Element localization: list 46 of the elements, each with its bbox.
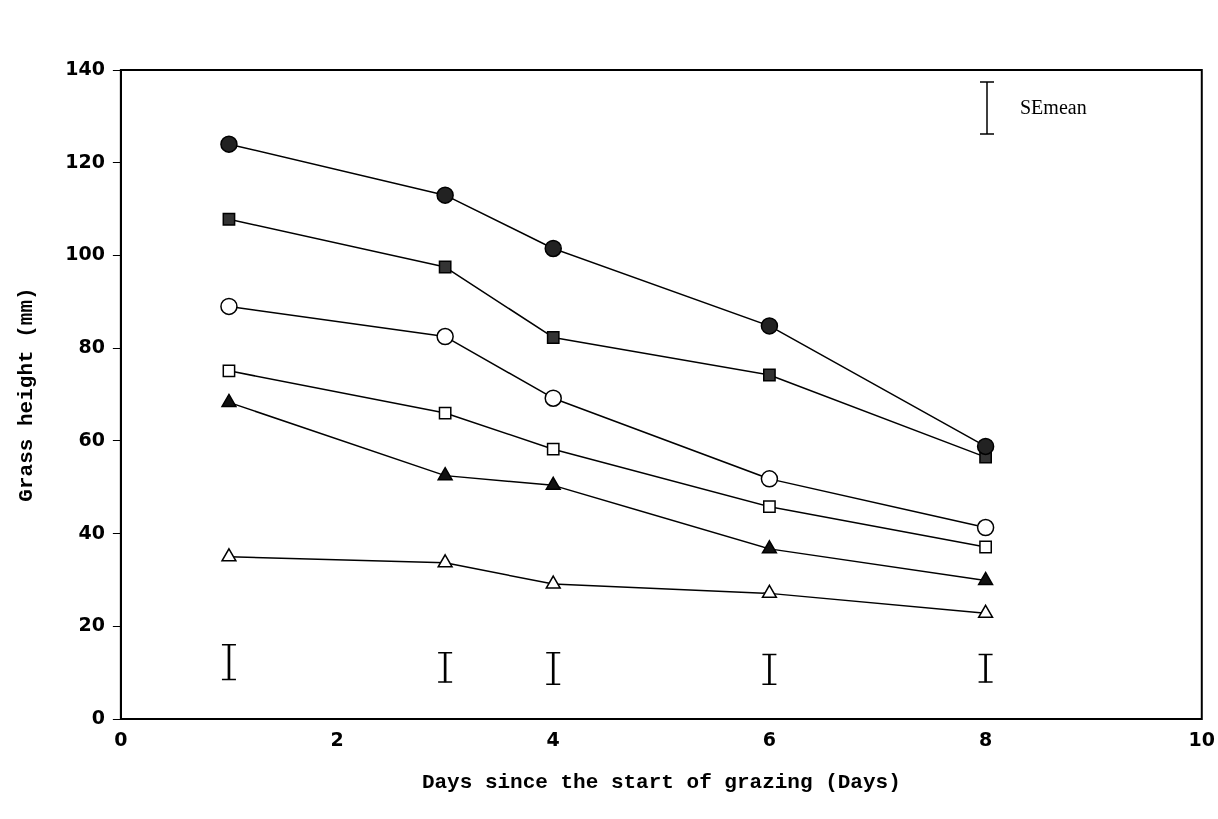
point xyxy=(761,540,778,554)
point xyxy=(546,331,560,344)
y-tick-label: 20 xyxy=(78,613,105,636)
y-tick-label: 140 xyxy=(65,56,105,79)
annotation: SEmean xyxy=(1020,96,1087,119)
y-tick-label: 60 xyxy=(78,427,105,450)
point xyxy=(546,442,560,456)
point xyxy=(438,406,452,420)
point xyxy=(222,212,236,226)
y-tick-label: 80 xyxy=(78,335,105,358)
point xyxy=(760,470,779,488)
x-tick-label: 4 xyxy=(546,728,560,751)
y-tick-label: 0 xyxy=(91,705,105,728)
point xyxy=(545,575,561,589)
point xyxy=(763,500,776,514)
point xyxy=(221,393,237,408)
x-axis-title: Days since the start of grazing (Days) xyxy=(421,770,901,794)
y-tick-label: 120 xyxy=(65,149,105,172)
point xyxy=(437,466,453,481)
point xyxy=(976,518,995,537)
y-tick-label: 40 xyxy=(78,520,105,543)
point xyxy=(760,317,779,335)
point xyxy=(437,554,453,568)
x-tick-label: 2 xyxy=(330,728,344,751)
point xyxy=(976,437,995,456)
point xyxy=(977,571,994,586)
x-tick-label: 10 xyxy=(1188,728,1216,751)
point xyxy=(220,135,238,153)
point xyxy=(763,368,776,382)
x-tick-label: 0 xyxy=(114,728,128,751)
x-tick-label: 6 xyxy=(762,728,777,751)
point xyxy=(545,476,561,491)
point xyxy=(220,297,238,316)
point xyxy=(436,186,454,204)
point xyxy=(977,604,994,619)
point xyxy=(979,540,992,554)
y-tick-label: 100 xyxy=(65,242,105,265)
point xyxy=(436,327,454,346)
point xyxy=(761,584,778,599)
point xyxy=(544,389,562,407)
y-axis-title: Grass height (mm) xyxy=(14,287,38,502)
x-tick-label: 8 xyxy=(978,728,993,751)
point xyxy=(222,364,236,378)
point xyxy=(221,548,237,562)
point xyxy=(544,239,562,258)
point xyxy=(438,260,452,274)
